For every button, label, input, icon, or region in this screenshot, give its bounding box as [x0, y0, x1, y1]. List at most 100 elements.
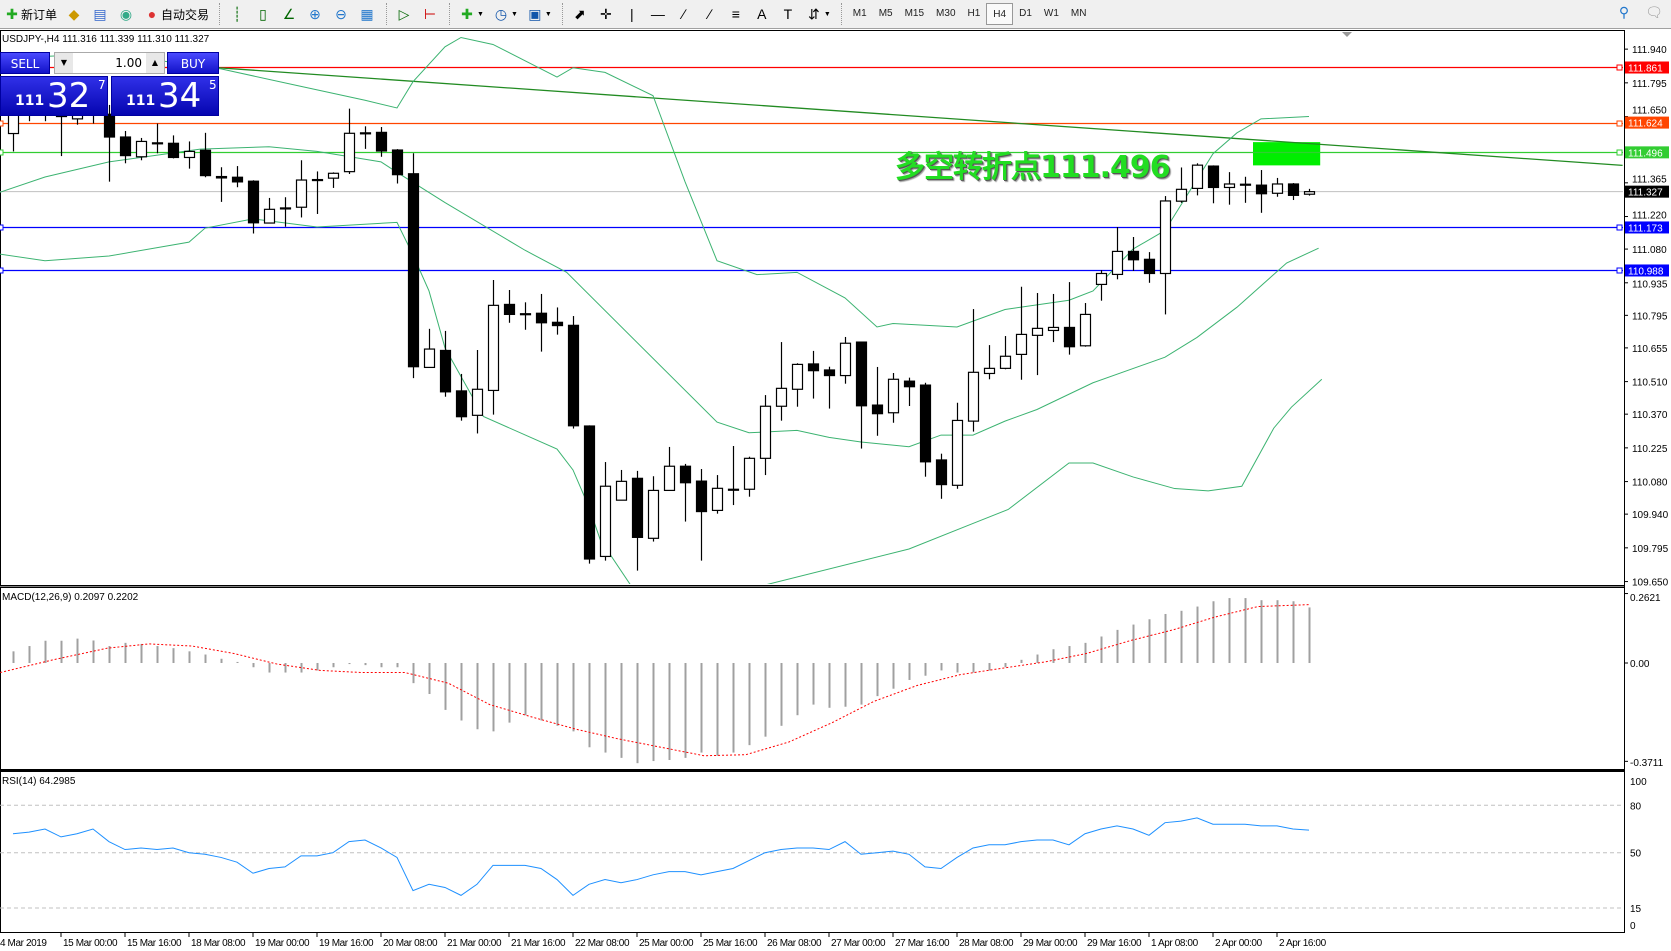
lot-size-value[interactable]: 1.00	[115, 56, 142, 70]
new-order-button[interactable]: ✚ 新订单	[0, 2, 60, 26]
zoom-in-button[interactable]: ⊕	[303, 2, 327, 26]
timeframe-h1[interactable]: H1	[967, 8, 981, 19]
meta-editor-button[interactable]: ◆	[62, 2, 86, 26]
line-handle	[1616, 64, 1623, 71]
candle	[743, 456, 756, 497]
arrows-button[interactable]: ⇵ ▼	[802, 2, 834, 26]
chat-icon[interactable]: 🗨	[1645, 4, 1663, 20]
chart-shift-button[interactable]: ⊢	[418, 2, 442, 26]
candlestick-icon: ▯	[259, 6, 267, 22]
price-tick-label: 111.795	[1632, 79, 1667, 90]
candle-body	[551, 321, 564, 327]
price-tick-label: 110.795	[1632, 311, 1668, 322]
candle	[1239, 176, 1252, 203]
periods-button[interactable]: ◷ ▼	[489, 2, 521, 26]
price-line-label-bg	[1625, 61, 1669, 74]
line-chart-icon: ∠	[282, 6, 296, 22]
candle	[263, 197, 276, 224]
sell-button[interactable]: SELL	[0, 52, 50, 74]
candle	[711, 475, 724, 514]
price-line-label-bg	[1625, 264, 1669, 277]
auto-scroll-button[interactable]: ▷	[392, 2, 416, 26]
rsi-tick-label: 50	[1630, 849, 1642, 860]
price-tick-label: 111.365	[1632, 175, 1667, 186]
indicators-button[interactable]: ✚ ▼	[455, 2, 487, 26]
candle-body	[1239, 183, 1252, 186]
text-button[interactable]: A	[750, 2, 774, 26]
ask-price-big: 111	[126, 93, 156, 109]
candle-body	[679, 465, 692, 484]
tile-windows-icon: ▦	[360, 6, 374, 22]
templates-button[interactable]: ▣ ▼	[523, 2, 555, 26]
timeframe-d1[interactable]: D1	[1019, 8, 1032, 19]
text-label-button[interactable]: T	[776, 2, 800, 26]
candle	[583, 425, 596, 564]
time-label: 29 Mar 00:00	[1023, 938, 1078, 949]
rsi-tick-label: 80	[1630, 801, 1642, 812]
ask-price[interactable]: 111 34 5	[111, 76, 219, 116]
timeframe-w1[interactable]: W1	[1043, 8, 1059, 19]
navigator-button[interactable]: ▤	[88, 2, 112, 26]
timeframe-m5[interactable]: M5	[878, 8, 893, 19]
time-label: 21 Mar 00:00	[447, 938, 502, 949]
candle-body	[7, 113, 20, 135]
separator	[449, 3, 451, 25]
horizontal-line-button[interactable]: —	[646, 2, 670, 26]
rsi-tick-label: 15	[1630, 904, 1642, 915]
search-icon[interactable]: ⚲	[1618, 4, 1630, 20]
candle	[1111, 226, 1124, 280]
signal-button[interactable]: ◉	[114, 2, 138, 26]
cursor-button[interactable]: ⬈	[568, 2, 592, 26]
main-pane	[0, 30, 1625, 586]
candle-body	[423, 348, 436, 369]
line-chart-button[interactable]: ∠	[277, 2, 301, 26]
vertical-line-button[interactable]: |	[620, 2, 644, 26]
zoom-out-button[interactable]: ⊖	[329, 2, 353, 26]
trendline-button[interactable]: ∕	[672, 2, 696, 26]
time-label: 28 Mar 08:00	[959, 938, 1014, 949]
candle-body	[727, 488, 740, 491]
tile-windows-button[interactable]: ▦	[355, 2, 379, 26]
bar-chart-button[interactable]: ┊	[225, 2, 249, 26]
arrows-icon: ⇵	[807, 6, 820, 22]
auto-trading-button[interactable]: ● 自动交易	[140, 2, 212, 26]
candlestick-button[interactable]: ▯	[251, 2, 275, 26]
bid-price[interactable]: 111 32 7	[0, 76, 108, 116]
timeframe-h4[interactable]: H4	[986, 3, 1014, 25]
lot-increase-button[interactable]: ▲	[146, 53, 164, 73]
pivot-annotation: 多空转折点111.496	[895, 150, 1171, 185]
candle-body	[327, 172, 340, 179]
fibonacci-button[interactable]: ≡	[724, 2, 748, 26]
bar-chart-icon: ┊	[232, 6, 242, 22]
timeframe-mn[interactable]: MN	[1070, 8, 1087, 19]
candle	[663, 446, 676, 492]
candle	[231, 166, 244, 188]
timeframe-m1[interactable]: M1	[852, 8, 867, 19]
bid-price-small: 7	[98, 78, 106, 92]
price-line-label: 111.624	[1628, 119, 1663, 130]
candle	[151, 123, 164, 154]
time-label: 1 Apr 08:00	[1151, 938, 1199, 949]
timeframe-m15[interactable]: M15	[904, 8, 925, 19]
equidistant-channel-button[interactable]: ∕	[698, 2, 722, 26]
price-tick-label: 111.080	[1632, 245, 1667, 256]
lot-decrease-button[interactable]: ▼	[55, 53, 73, 73]
candle	[1047, 293, 1060, 343]
lot-size-stepper[interactable]: ▼ 1.00 ▲	[54, 52, 165, 74]
bollinger-middle	[0, 146, 1319, 448]
buy-button[interactable]: BUY	[167, 52, 219, 74]
current-price-label: 111.327	[1628, 188, 1663, 199]
timeframe-m30[interactable]: M30	[936, 8, 956, 19]
candle-body	[455, 390, 468, 418]
candle	[455, 373, 468, 421]
candle	[311, 171, 324, 214]
candle-body	[535, 312, 548, 324]
crosshair-button[interactable]: ✛	[594, 2, 618, 26]
price-tick-label: 109.650	[1632, 578, 1669, 589]
auto-scroll-icon: ▷	[398, 6, 410, 22]
candle	[695, 469, 708, 561]
macd-label: MACD(12,26,9) 0.2097 0.2202	[2, 592, 139, 603]
candle-body	[279, 207, 292, 210]
candle	[1031, 293, 1044, 376]
